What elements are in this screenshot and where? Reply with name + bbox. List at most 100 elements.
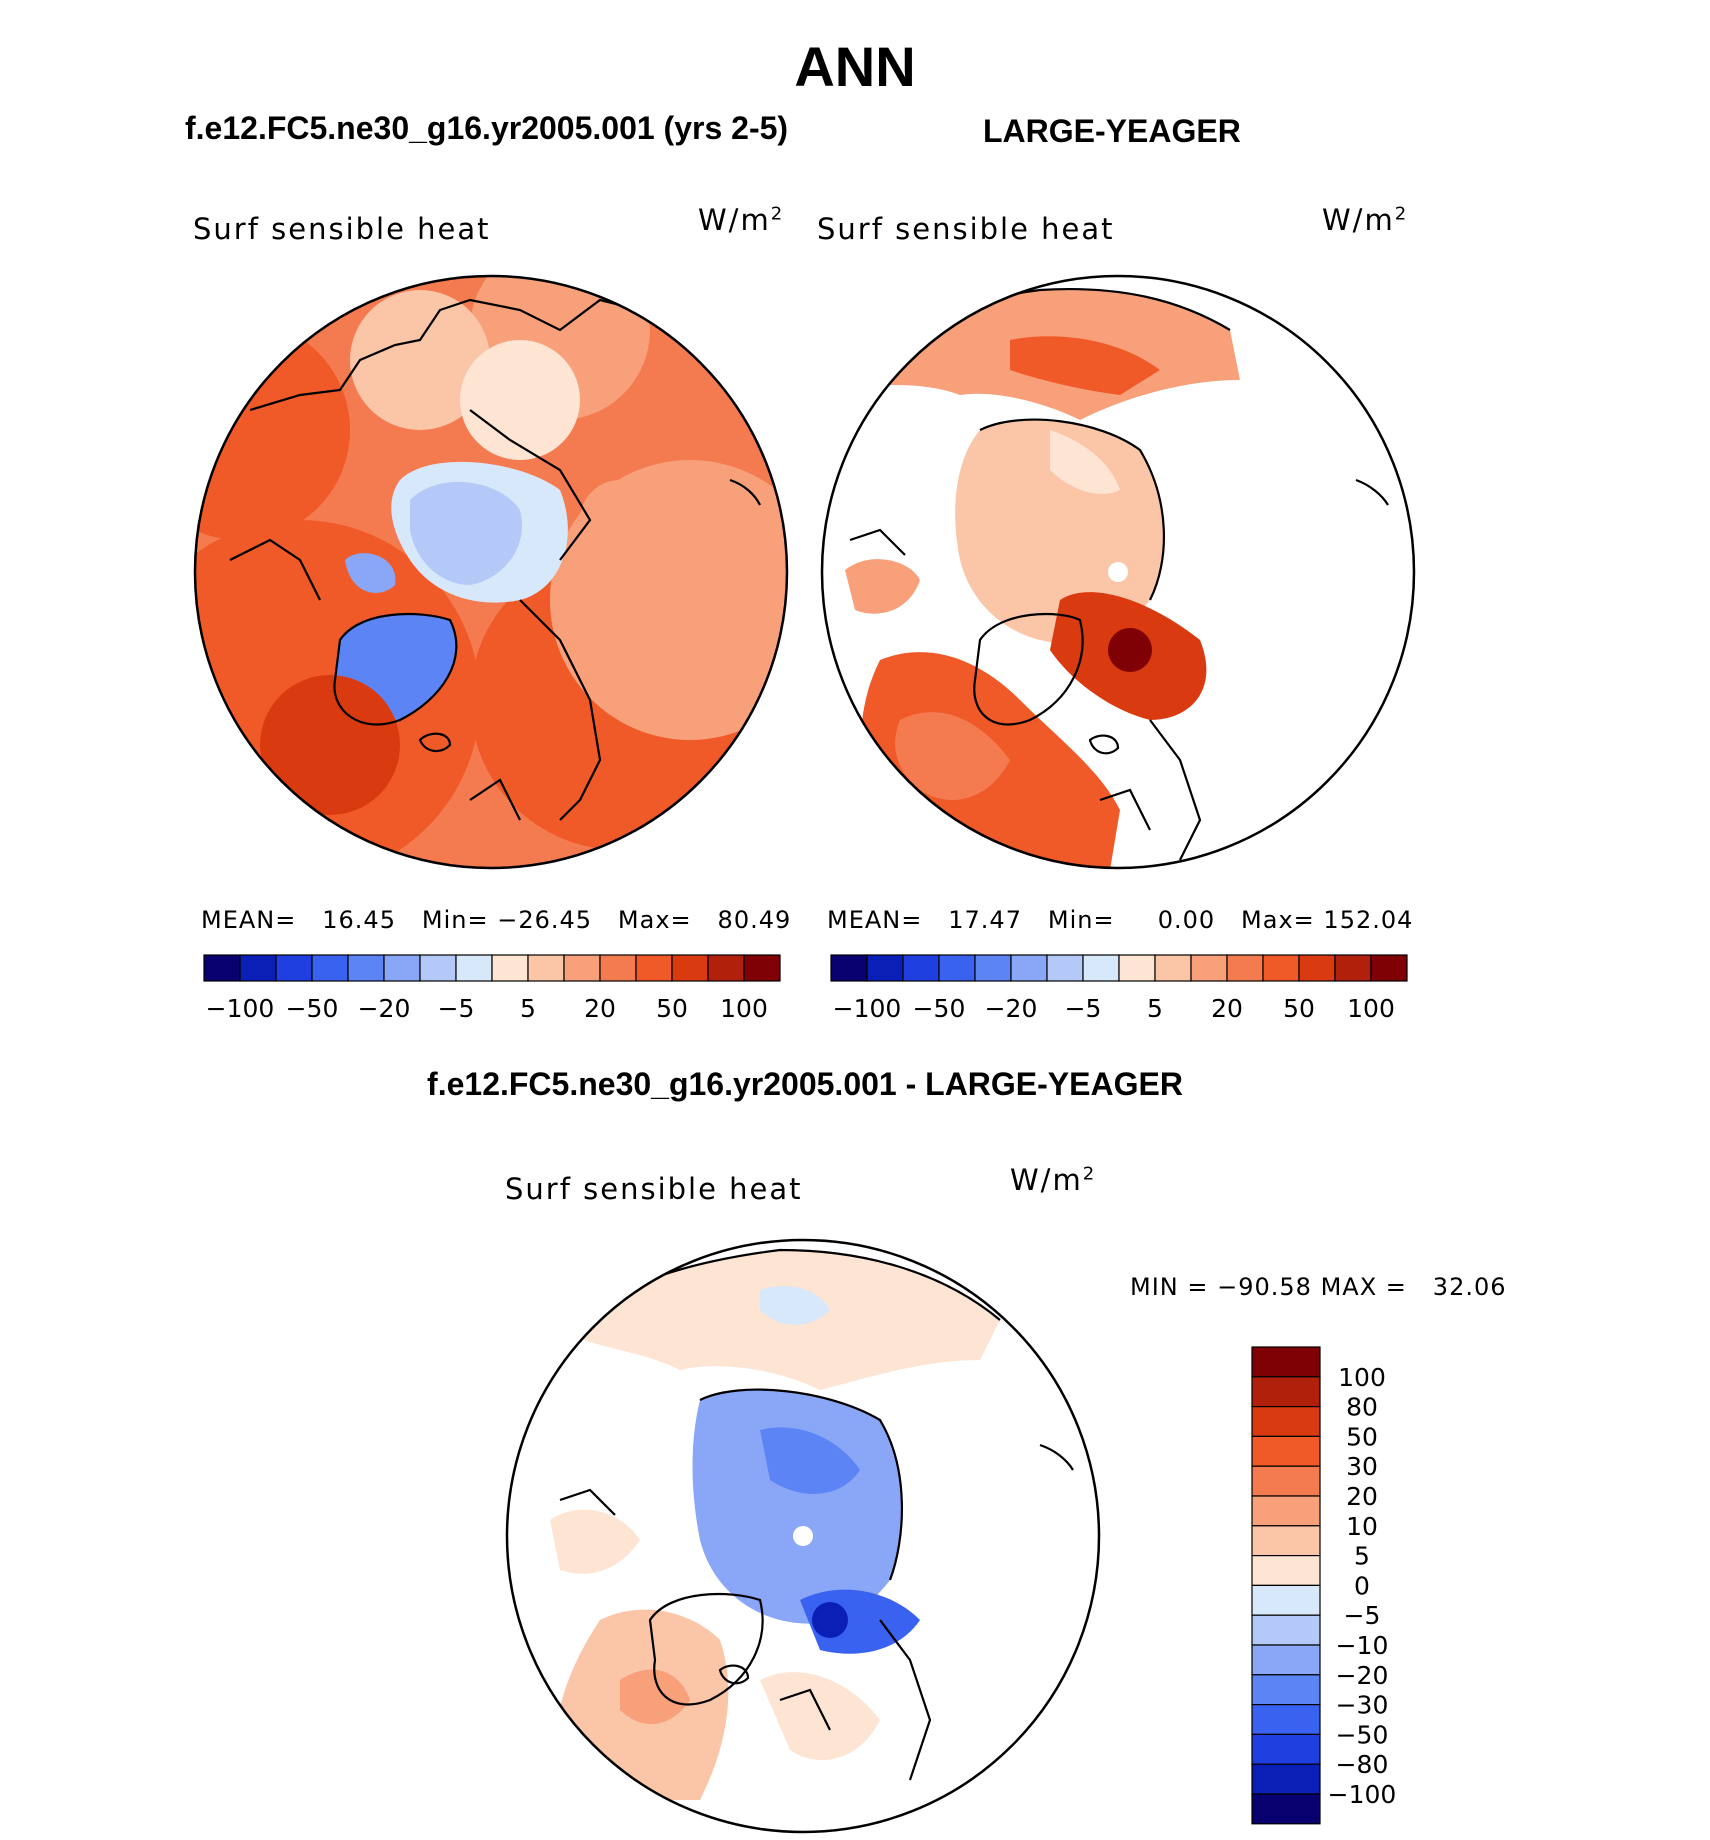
- colorbar-1-swatch-14: [1334, 954, 1372, 982]
- colorbar-diff-swatch-12: [1251, 1703, 1321, 1735]
- colorbar-1-swatch-12: [1262, 954, 1300, 982]
- right-variable-label: Surf sensible heat: [817, 212, 1115, 246]
- colorbar-0-label: −100: [206, 994, 275, 1023]
- right-stats: MEAN= 17.47 Min= 0.00 Max= 152.04: [827, 906, 1414, 934]
- colorbar-1-label: −50: [913, 994, 966, 1023]
- diff-stats: MIN = −90.58 MAX = 32.06: [1130, 1273, 1507, 1301]
- colorbar-1-swatch-15: [1370, 954, 1408, 982]
- diff-panel-title: f.e12.FC5.ne30_g16.yr2005.001 - LARGE-YE…: [427, 1066, 1183, 1102]
- colorbar-1-swatch-2: [902, 954, 940, 982]
- colorbar-diff-label: 100: [1338, 1363, 1386, 1392]
- colorbar-diff-swatch-3: [1251, 1435, 1321, 1467]
- colorbar-diff-label: −30: [1336, 1691, 1389, 1720]
- coastlines-model: [229, 298, 761, 821]
- colorbar-1-label: 5: [1147, 994, 1163, 1023]
- colorbar-diff-label: 30: [1346, 1452, 1378, 1481]
- colorbar-1-swatch-8: [1118, 954, 1156, 982]
- colorbar-0-swatch-12: [635, 954, 673, 982]
- colorbar-0-label: −20: [358, 994, 411, 1023]
- colorbar-1-label: 20: [1211, 994, 1243, 1023]
- colorbar-diff-swatch-2: [1251, 1405, 1321, 1437]
- colorbar-diff-swatch-14: [1251, 1763, 1321, 1795]
- colorbar-1-swatch-3: [938, 954, 976, 982]
- colorbar-1-swatch-9: [1154, 954, 1192, 982]
- colorbar-diff-label: −20: [1336, 1661, 1389, 1690]
- right-units-label: W/m2: [1322, 203, 1409, 237]
- colorbar-1-label: 100: [1347, 994, 1395, 1023]
- colorbar-1-swatch-5: [1010, 954, 1048, 982]
- colorbar-0-swatch-7: [455, 954, 493, 982]
- colorbar-diff-label: 80: [1346, 1393, 1378, 1422]
- colorbar-diff-label: −5: [1344, 1601, 1381, 1630]
- colorbar-diff-label: 5: [1354, 1542, 1370, 1571]
- colorbar-0-swatch-0: [203, 954, 241, 982]
- left-panel-title: f.e12.FC5.ne30_g16.yr2005.001 (yrs 2-5): [185, 110, 789, 146]
- colorbar-0-swatch-4: [347, 954, 385, 982]
- colorbar-0-swatch-15: [743, 954, 781, 982]
- colorbar-diff-swatch-1: [1251, 1376, 1321, 1408]
- colorbar-1-swatch-0: [830, 954, 868, 982]
- colorbar-0-swatch-2: [275, 954, 313, 982]
- left-units-label: W/m2: [698, 203, 785, 237]
- colorbar-0-swatch-14: [707, 954, 745, 982]
- colorbar-0-label: −5: [438, 994, 475, 1023]
- colorbar-diff-swatch-6: [1251, 1525, 1321, 1557]
- colorbar-diff-swatch-11: [1251, 1674, 1321, 1706]
- map-border-diff: [505, 1238, 1101, 1834]
- right-panel-title: LARGE-YEAGER: [983, 113, 1241, 149]
- colorbar-0-label: 50: [656, 994, 688, 1023]
- diff-units-label: W/m2: [1010, 1163, 1097, 1197]
- colorbar-0-label: 20: [584, 994, 616, 1023]
- colorbar-diff-swatch-7: [1251, 1554, 1321, 1586]
- colorbar-diff-swatch-5: [1251, 1495, 1321, 1527]
- colorbar-0-swatch-8: [491, 954, 529, 982]
- left-stats: MEAN= 16.45 Min= −26.45 Max= 80.49: [201, 906, 792, 934]
- colorbar-1-label: −5: [1065, 994, 1102, 1023]
- colorbar-1-swatch-13: [1298, 954, 1336, 982]
- colorbar-diff-label: 0: [1354, 1571, 1370, 1600]
- colorbar-0-swatch-10: [563, 954, 601, 982]
- colorbar-0-label: 5: [520, 994, 536, 1023]
- colorbar-1-label: 50: [1283, 994, 1315, 1023]
- colorbar-diff-label: −50: [1336, 1720, 1389, 1749]
- map-model: [195, 276, 787, 868]
- coastlines-diff: [559, 1248, 1074, 1781]
- colorbar-diff-label: 50: [1346, 1422, 1378, 1451]
- colorbar-diff-label: −100: [1328, 1780, 1397, 1809]
- left-variable-label: Surf sensible heat: [193, 212, 491, 246]
- colorbar-0-label: 100: [720, 994, 768, 1023]
- colorbar-diff-label: 20: [1346, 1482, 1378, 1511]
- colorbar-0-swatch-9: [527, 954, 565, 982]
- colorbar-diff-swatch-9: [1251, 1614, 1321, 1646]
- colorbar-1-swatch-10: [1190, 954, 1228, 982]
- colorbar-0-swatch-1: [239, 954, 277, 982]
- colorbar-1-label: −100: [833, 994, 902, 1023]
- colorbar-1-swatch-4: [974, 954, 1012, 982]
- map-border-obs: [820, 274, 1416, 870]
- colorbar-0-label: −50: [286, 994, 339, 1023]
- colorbar-diff-swatch-13: [1251, 1733, 1321, 1765]
- colorbar-diff-label: 10: [1346, 1512, 1378, 1541]
- colorbar-0-swatch-11: [599, 954, 637, 982]
- colorbar-diff-swatch-0: [1251, 1346, 1321, 1378]
- colorbars: −100 −50 −20 −5 5 20 50 100 −100 −50 −20 −5 5 20 50 100…: [203, 954, 1408, 1825]
- colorbar-1-swatch-7: [1082, 954, 1120, 982]
- colorbar-diff-swatch-10: [1251, 1644, 1321, 1676]
- colorbar-1-swatch-6: [1046, 954, 1084, 982]
- colorbar-0-swatch-13: [671, 954, 709, 982]
- colorbar-1-label: −20: [985, 994, 1038, 1023]
- colorbar-diff-swatch-15: [1251, 1793, 1321, 1825]
- colorbar-1-swatch-1: [866, 954, 904, 982]
- colorbar-0-swatch-3: [311, 954, 349, 982]
- figure-title: ANN: [794, 35, 916, 98]
- map-diff: [507, 1240, 1099, 1832]
- colorbar-0-swatch-5: [383, 954, 421, 982]
- colorbar-diff-label: −80: [1336, 1750, 1389, 1779]
- colorbar-diff-label: −10: [1336, 1631, 1389, 1660]
- diff-variable-label: Surf sensible heat: [505, 1172, 803, 1206]
- colorbar-1-swatch-11: [1226, 954, 1264, 982]
- colorbar-0-swatch-6: [419, 954, 457, 982]
- colorbar-diff-swatch-8: [1251, 1584, 1321, 1616]
- map-border-model: [193, 274, 789, 870]
